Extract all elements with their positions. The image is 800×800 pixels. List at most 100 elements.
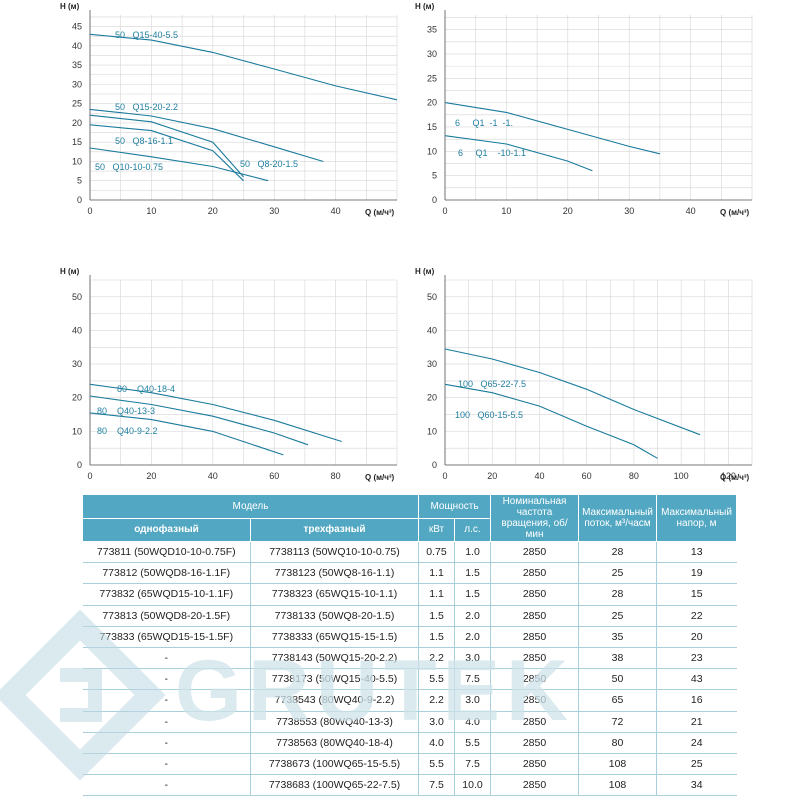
y-tick-label: 0	[77, 460, 82, 470]
x-tick-label: 40	[331, 206, 341, 216]
three-phase-cell: 7738173 (50WQ15-40-5.5)	[250, 668, 419, 691]
x-tick-label: 30	[269, 206, 279, 216]
x-tick-label: 0	[442, 206, 447, 216]
kw-cell: 5.5	[418, 668, 455, 691]
x-axis-label: Q (м/ч³)	[365, 208, 395, 217]
y-tick-label: 45	[72, 22, 82, 32]
head-cell: 19	[656, 562, 737, 585]
table-row: 773812 (50WQD8-16-1.1F) 7738123 (50WQ8-16…	[82, 562, 737, 585]
x-axis-label: Q (м/ч³)	[365, 473, 395, 482]
single-phase-cell: 773811 (50WQD10-10-0.75F)	[82, 541, 251, 564]
head-cell: 21	[656, 711, 737, 733]
flow-cell: 50	[578, 668, 658, 691]
x-tick-label: 80	[629, 471, 639, 481]
kw-header: кВт	[418, 517, 455, 542]
head-cell: 25	[656, 753, 737, 776]
kw-cell: 4.0	[418, 732, 455, 754]
y-tick-label: 35	[72, 60, 82, 70]
x-axis-label: Q (м/ч³)	[720, 473, 750, 482]
x-tick-label: 120	[721, 471, 736, 481]
three-phase-cell: 7738113 (50WQ10-10-0.75)	[250, 541, 419, 564]
rpm-cell: 2850	[490, 774, 580, 797]
y-axis-label: H (м)	[60, 2, 80, 11]
rpm-header: Номинальная частота вращения, об/мин	[490, 494, 580, 542]
three-phase-cell: 7738323 (65WQ15-10-1.1)	[250, 583, 419, 606]
head-cell: 16	[656, 689, 737, 712]
x-tick-label: 60	[582, 471, 592, 481]
chart-2: 0 5 10 15 20 25 30 35 0 10 20 30 40 H (м) Q (м/ч³) 6 Q1…	[415, 2, 753, 217]
flow-cell: 65	[578, 689, 658, 712]
single-phase-cell: 773813 (50WQD8-20-1.5F)	[82, 605, 251, 627]
three-phase-header: трехфазный	[250, 517, 419, 542]
y-tick-label: 0	[432, 195, 437, 205]
y-tick-label: 25	[427, 73, 437, 83]
three-phase-cell: 7738553 (80WQ40-13-3)	[250, 711, 419, 733]
kw-cell: 1.1	[418, 562, 455, 585]
y-tick-label: 50	[72, 292, 82, 302]
x-tick-label: 80	[331, 471, 341, 481]
y-tick-label: 40	[427, 325, 437, 335]
rpm-cell: 2850	[490, 583, 580, 606]
series-line	[444, 135, 593, 172]
series-label: 100 Q65-22-7.5	[458, 379, 526, 389]
hp-header: л.с.	[453, 517, 492, 542]
single-phase-cell: -	[82, 647, 251, 670]
y-axis-label: H (м)	[415, 267, 435, 276]
single-phase-cell: -	[82, 711, 251, 733]
spec-table-wrapper: Модель Мощность Номинальная частота вращ…	[82, 494, 738, 797]
series-line	[89, 412, 284, 456]
head-cell: 15	[656, 583, 737, 606]
y-tick-label: 10	[427, 146, 437, 156]
y-tick-label: 15	[427, 122, 437, 132]
rpm-cell: 2850	[490, 647, 580, 670]
kw-cell: 7.5	[418, 774, 455, 797]
hp-cell: 10.0	[454, 774, 492, 797]
x-tick-label: 20	[563, 206, 573, 216]
series-line	[89, 108, 324, 163]
y-tick-label: 15	[72, 137, 82, 147]
y-tick-label: 30	[427, 49, 437, 59]
y-tick-label: 20	[72, 393, 82, 403]
y-tick-label: 0	[77, 195, 82, 205]
single-phase-header: однофазный	[82, 517, 251, 542]
hp-cell: 1.5	[454, 583, 492, 606]
spec-table-body: 773811 (50WQD10-10-0.75F) 7738113 (50WQ10…	[82, 541, 737, 797]
spec-table: Модель Мощность Номинальная частота вращ…	[82, 494, 738, 797]
series-label: 50 Q8-16-1.1	[115, 136, 173, 146]
model-group-header: Модель	[82, 494, 419, 519]
y-tick-label: 40	[72, 41, 82, 51]
single-phase-cell: -	[82, 689, 251, 712]
series-line	[444, 348, 701, 436]
single-phase-cell: 773833 (65WQD15-15-1.5F)	[82, 626, 251, 648]
chart-3: 0 10 20 30 40 50 0 20 40 60 80 H (м) Q (м/ч³) 80 Q40-…	[60, 267, 398, 482]
head-header: Максимальный напор, м	[656, 494, 738, 542]
hp-cell: 3.0	[454, 647, 492, 670]
power-header: Мощность	[417, 494, 492, 519]
head-cell: 22	[656, 605, 737, 627]
table-row: 773811 (50WQD10-10-0.75F) 7738113 (50WQ10…	[82, 541, 737, 564]
single-phase-cell: -	[82, 753, 251, 776]
flow-cell: 28	[578, 541, 658, 564]
single-phase-cell: 773832 (65WQD15-10-1.1F)	[82, 583, 251, 606]
y-tick-label: 10	[72, 426, 82, 436]
series-line	[444, 383, 658, 459]
rpm-cell: 2850	[490, 732, 580, 754]
y-axis-label: H (м)	[415, 2, 435, 11]
single-phase-cell: 773812 (50WQD8-16-1.1F)	[82, 562, 251, 585]
table-row: 773833 (65WQD15-15-1.5F) 7738333 (65WQ15-…	[82, 626, 737, 648]
charts-area: 0 5 10 15 20 25 30 35 40 45 0 10 20 30 40 H (м) Q (м/ч³)…	[60, 2, 753, 482]
hp-cell: 2.0	[454, 626, 492, 648]
series-line	[89, 114, 244, 178]
rpm-cell: 2850	[490, 753, 580, 776]
single-phase-cell: -	[82, 774, 251, 797]
series-line	[89, 33, 398, 101]
series-line	[444, 102, 661, 155]
y-tick-label: 10	[427, 426, 437, 436]
series-line	[89, 147, 269, 182]
x-tick-label: 10	[501, 206, 511, 216]
table-row: 773813 (50WQD8-20-1.5F) 7738133 (50WQ8-20…	[82, 605, 737, 627]
y-tick-label: 35	[427, 25, 437, 35]
head-cell: 13	[656, 541, 737, 564]
series-label: 80 Q40-18-4	[117, 384, 175, 394]
head-cell: 20	[656, 626, 737, 648]
